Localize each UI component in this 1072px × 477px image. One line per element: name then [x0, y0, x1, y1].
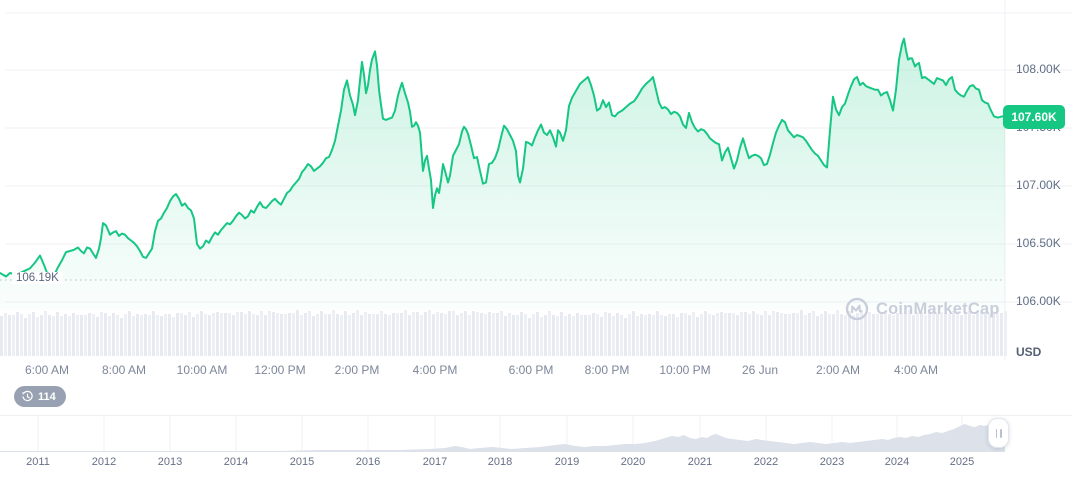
year-label[interactable]: 2014	[223, 456, 249, 468]
y-axis-label: 106.00K	[1016, 294, 1061, 308]
year-label[interactable]: 2019	[554, 456, 580, 468]
x-axis-label: 10:00 PM	[659, 363, 711, 377]
year-label[interactable]: 2015	[289, 456, 315, 468]
x-axis-label: 4:00 AM	[893, 363, 939, 377]
price-area-fill	[0, 38, 1005, 310]
year-label[interactable]: 2013	[157, 456, 183, 468]
x-axis-label: 10:00 AM	[176, 363, 228, 377]
scrubber-handle[interactable]	[988, 418, 1009, 448]
timeline-history-area	[0, 424, 1005, 452]
x-axis-label: 26 Jun	[741, 363, 779, 377]
coinmarketcap-watermark: CoinMarketCap	[845, 297, 1000, 321]
year-label[interactable]: 2018	[487, 456, 513, 468]
year-label[interactable]: 2025	[949, 456, 975, 468]
x-axis-label: 2:00 PM	[334, 363, 380, 377]
y-axis-label: 108.00K	[1016, 62, 1061, 76]
x-axis-label: 4:00 PM	[412, 363, 458, 377]
year-label[interactable]: 2017	[422, 456, 448, 468]
price-chart-canvas[interactable]	[0, 0, 1072, 360]
x-axis-label: 6:00 PM	[508, 363, 554, 377]
volume-bars	[0, 310, 1007, 356]
year-label[interactable]: 2024	[884, 456, 910, 468]
year-label[interactable]: 2011	[26, 456, 50, 468]
x-axis-label: 8:00 AM	[101, 363, 147, 377]
drag-handle-icon	[995, 428, 997, 438]
year-label[interactable]: 2012	[91, 456, 117, 468]
history-clock-icon	[21, 390, 34, 403]
y-axis-label: 106.50K	[1016, 236, 1061, 250]
year-label[interactable]: 2021	[687, 456, 713, 468]
open-price-label: 106.19K	[12, 272, 63, 284]
price-line	[0, 37, 1006, 278]
current-price-badge: 107.60K	[1003, 105, 1065, 129]
history-count-badge[interactable]: 114	[14, 386, 66, 407]
year-label[interactable]: 2022	[753, 456, 779, 468]
year-label[interactable]: 2016	[355, 456, 381, 468]
timeline-range-selector[interactable]	[0, 415, 1072, 453]
drag-handle-icon	[1000, 428, 1002, 438]
x-axis-label: 12:00 PM	[254, 363, 306, 377]
year-label[interactable]: 2020	[620, 456, 646, 468]
history-count: 114	[38, 390, 56, 403]
x-axis-label: 2:00 AM	[815, 363, 861, 377]
x-axis-label: 8:00 PM	[584, 363, 630, 377]
coinmarketcap-logo-icon	[845, 297, 869, 321]
watermark-text: CoinMarketCap	[876, 299, 1000, 318]
x-axis-label: 6:00 AM	[24, 363, 70, 377]
currency-label: USD	[1016, 345, 1042, 359]
year-label[interactable]: 2023	[819, 456, 845, 468]
y-axis-label: 107.00K	[1016, 178, 1061, 192]
